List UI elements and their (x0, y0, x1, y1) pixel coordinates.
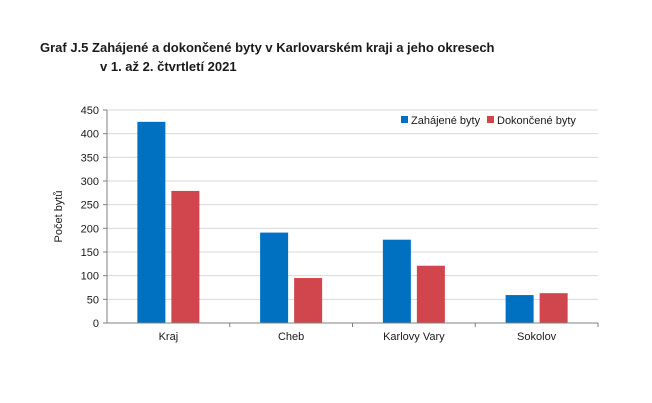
y-tick-label: 150 (81, 247, 99, 259)
axes (103, 109, 599, 327)
chart-title-line1: Graf J.5 Zahájené a dokončené byty v Kar… (40, 40, 495, 55)
bar-dokoncene-2 (416, 265, 445, 323)
x-tick-label: Cheb (278, 331, 304, 343)
x-tick-label: Kraj (159, 331, 179, 343)
x-tick-label: Karlovy Vary (383, 331, 445, 343)
x-tick-label: Sokolov (517, 331, 557, 343)
legend-label-1: Dokončené byty (497, 115, 576, 127)
y-tick-label: 300 (81, 176, 99, 188)
bar-zahajene-2 (382, 239, 411, 323)
bar-zahajene-3 (505, 295, 534, 323)
bar-dokoncene-0 (171, 190, 200, 323)
y-tick-label: 0 (93, 318, 99, 330)
chart-title-line2: v 1. až 2. čtvrtletí 2021 (100, 59, 237, 74)
y-tick-label: 450 (81, 105, 99, 117)
bar-zahajene-1 (260, 232, 289, 323)
legend-swatch-1 (487, 116, 494, 123)
y-axis-label: Počet bytů (53, 191, 65, 243)
legend: Zahájené byty Dokončené byty (401, 115, 576, 127)
bar-zahajene-0 (137, 121, 166, 323)
y-tick-label: 200 (81, 223, 99, 235)
y-tick-label: 350 (81, 152, 99, 164)
axis-labels: 0 50 100 150 200 250 300 350 400 450 Kraj Cheb Karlo… (53, 105, 557, 343)
y-tick-label: 50 (87, 294, 99, 306)
legend-label-0: Zahájené byty (411, 115, 481, 127)
bar-dokoncene-3 (539, 293, 568, 323)
y-tick-label: 100 (81, 271, 99, 283)
chart-title: Graf J.5 Zahájené a dokončené byty v Kar… (40, 38, 495, 76)
bar-dokoncene-1 (294, 278, 323, 323)
bars (137, 121, 568, 323)
legend-swatch-0 (401, 116, 408, 123)
y-tick-label: 250 (81, 200, 99, 212)
y-tick-label: 400 (81, 129, 99, 141)
